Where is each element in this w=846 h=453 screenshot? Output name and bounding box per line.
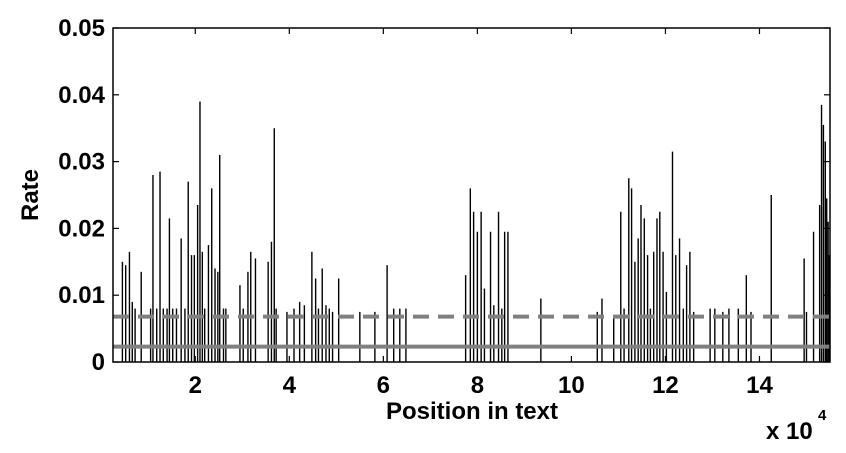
x-axis-label: Position in text bbox=[386, 398, 558, 425]
y-axis-label: Rate bbox=[17, 169, 44, 221]
x-axis-multiplier: x 10 bbox=[766, 418, 813, 445]
x-axis-ticks: 2 4 6 8 10 12 14 bbox=[189, 28, 773, 399]
x-tick-label: 4 bbox=[283, 372, 297, 399]
x-tick-label: 6 bbox=[377, 372, 390, 399]
x-tick-label: 2 bbox=[189, 372, 202, 399]
x-tick-label: 14 bbox=[746, 372, 773, 399]
y-tick-label: 0.04 bbox=[58, 82, 105, 109]
x-axis-multiplier-exponent: 4 bbox=[818, 407, 827, 424]
plot-frame bbox=[112, 27, 831, 363]
y-tick-label: 0.05 bbox=[58, 15, 105, 42]
x-tick-label: 8 bbox=[471, 372, 484, 399]
x-tick-label: 10 bbox=[558, 372, 585, 399]
y-tick-label: 0.03 bbox=[58, 149, 105, 176]
y-tick-label: 0.02 bbox=[58, 215, 105, 242]
reference-lines bbox=[113, 314, 830, 349]
plot-area bbox=[113, 101, 830, 362]
y-tick-label: 0 bbox=[92, 349, 105, 376]
x-tick-label: 12 bbox=[652, 372, 679, 399]
y-tick-label: 0.01 bbox=[58, 282, 105, 309]
y-axis-ticks: 0 0.01 0.02 0.03 0.04 0.05 bbox=[58, 15, 830, 376]
